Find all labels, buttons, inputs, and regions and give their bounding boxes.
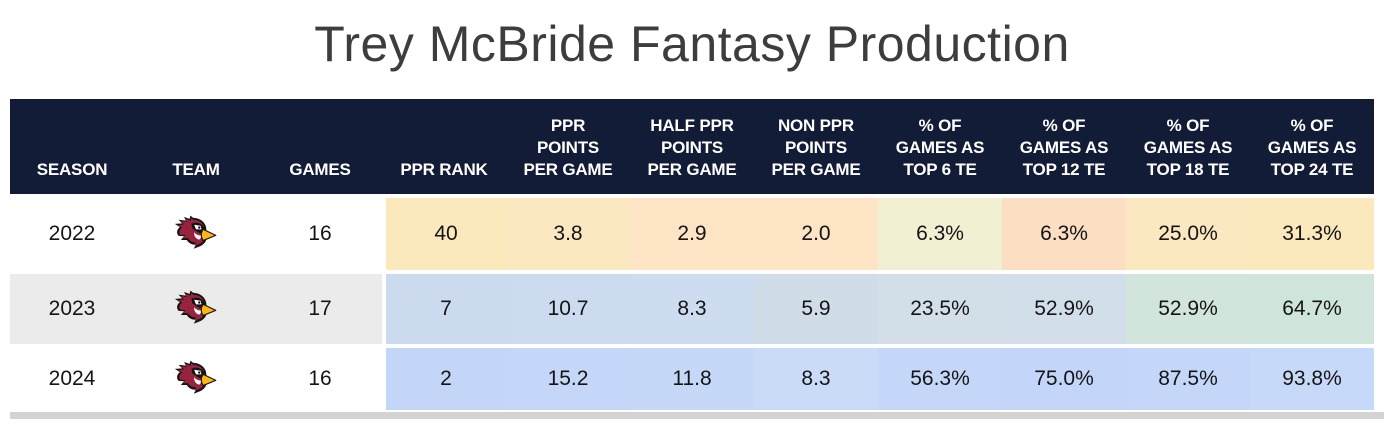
table-row-2023: 2023 17 7 10.7 8.3 5.9 23.5% 52.9% 52.9%… bbox=[10, 274, 1374, 344]
col-header-top24-te: % OF GAMES AS TOP 24 TE bbox=[1267, 116, 1357, 179]
half-ppr-ppg-cell: 8.3 bbox=[630, 274, 754, 344]
half-ppr-ppg-cell: 2.9 bbox=[630, 198, 754, 270]
ppr-rank-cell: 7 bbox=[382, 274, 506, 344]
non-ppr-ppg-cell: 8.3 bbox=[754, 348, 878, 410]
horizontal-scrollbar[interactable] bbox=[10, 412, 1384, 419]
col-header-top12-te: % OF GAMES AS TOP 12 TE bbox=[1019, 116, 1109, 179]
top12-te-cell: 52.9% bbox=[1002, 274, 1126, 344]
ppr-ppg-cell: 10.7 bbox=[506, 274, 630, 344]
page-title: Trey McBride Fantasy Production bbox=[314, 16, 1070, 72]
col-header-half-ppr-ppg: HALF PPR POINTS PER GAME bbox=[647, 116, 737, 179]
fantasy-production-table: SEASON TEAM GAMES PPR RANK PPR POINTS PE… bbox=[10, 99, 1374, 410]
top12-te-cell: 75.0% bbox=[1002, 348, 1126, 410]
season-cell: 2022 bbox=[48, 222, 96, 245]
top24-te-cell: 31.3% bbox=[1250, 198, 1374, 270]
top18-te-cell: 87.5% bbox=[1126, 348, 1250, 410]
half-ppr-ppg-cell: 11.8 bbox=[630, 348, 754, 410]
games-cell: 17 bbox=[308, 297, 332, 320]
table-header-row: SEASON TEAM GAMES PPR RANK PPR POINTS PE… bbox=[10, 99, 1374, 194]
top6-te-cell: 6.3% bbox=[878, 198, 1002, 270]
col-header-season: SEASON bbox=[36, 160, 108, 179]
season-cell: 2024 bbox=[48, 367, 96, 390]
team-cell bbox=[134, 348, 258, 410]
top24-te-cell: 93.8% bbox=[1250, 348, 1374, 410]
team-cell bbox=[134, 198, 258, 270]
col-header-non-ppr-ppg: NON PPR POINTS PER GAME bbox=[771, 116, 861, 179]
top6-te-cell: 56.3% bbox=[878, 348, 1002, 410]
col-header-top6-te: % OF GAMES AS TOP 6 TE bbox=[895, 116, 985, 179]
ppr-rank-cell: 40 bbox=[382, 198, 506, 270]
arizona-cardinals-logo-icon bbox=[174, 215, 217, 249]
top18-te-cell: 52.9% bbox=[1126, 274, 1250, 344]
ppr-rank-cell: 2 bbox=[382, 348, 506, 410]
table-row-2024: 2024 16 2 15.2 11.8 8.3 56.3% 75.0% 87.5… bbox=[10, 348, 1374, 410]
col-header-ppr-ppg: PPR POINTS PER GAME bbox=[523, 116, 613, 179]
non-ppr-ppg-cell: 2.0 bbox=[754, 198, 878, 270]
col-header-team: TEAM bbox=[172, 160, 220, 179]
ppr-ppg-cell: 3.8 bbox=[506, 198, 630, 270]
non-ppr-ppg-cell: 5.9 bbox=[754, 274, 878, 344]
arizona-cardinals-logo-icon bbox=[174, 290, 217, 324]
season-cell: 2023 bbox=[48, 297, 96, 320]
top18-te-cell: 25.0% bbox=[1126, 198, 1250, 270]
ppr-ppg-cell: 15.2 bbox=[506, 348, 630, 410]
games-cell: 16 bbox=[308, 367, 332, 390]
team-cell bbox=[134, 274, 258, 344]
table-row-2022: 2022 16 40 3.8 2.9 2.0 6.3% 6.3% 25.0% 3… bbox=[10, 198, 1374, 270]
col-header-games: GAMES bbox=[289, 160, 351, 179]
col-header-top18-te: % OF GAMES AS TOP 18 TE bbox=[1143, 116, 1233, 179]
top12-te-cell: 6.3% bbox=[1002, 198, 1126, 270]
top6-te-cell: 23.5% bbox=[878, 274, 1002, 344]
col-header-ppr-rank: PPR RANK bbox=[400, 160, 488, 179]
arizona-cardinals-logo-icon bbox=[174, 360, 217, 394]
games-cell: 16 bbox=[308, 222, 332, 245]
top24-te-cell: 64.7% bbox=[1250, 274, 1374, 344]
